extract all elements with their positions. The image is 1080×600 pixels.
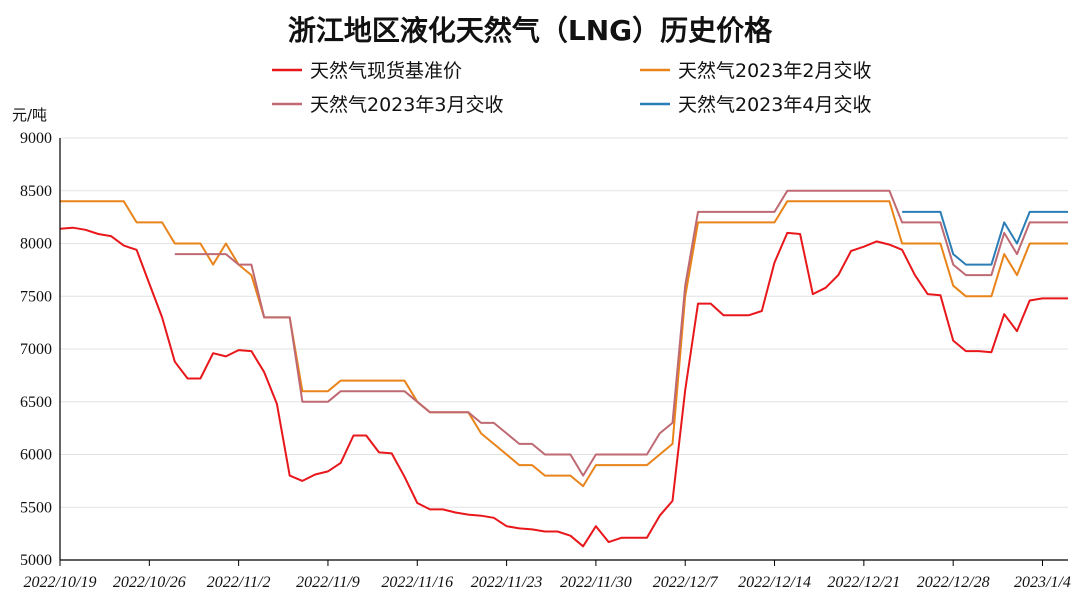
y-tick-label: 8500: [20, 183, 52, 200]
x-tick-label: 2022/11/30: [560, 574, 632, 591]
x-tick-label: 2022/12/14: [738, 574, 811, 591]
x-tick-label: 2022/11/2: [207, 574, 271, 591]
x-tick-label: 2022/12/21: [827, 574, 900, 591]
x-tick-label: 2022/12/7: [653, 574, 719, 591]
y-axis-ticks: 5000 5500 6000 6500 7000 7500 8000 8500 9000: [20, 130, 52, 569]
legend: 天然气现货基准价 天然气2023年2月交收 天然气2023年3月交收 天然气20…: [272, 60, 871, 116]
series-line-spot: [59, 226, 1068, 548]
y-tick-label: 6000: [20, 447, 52, 464]
legend-label-mar: 天然气2023年3月交收: [310, 94, 503, 116]
x-tick-label: 2022/10/26: [113, 574, 186, 591]
y-tick-label: 8000: [20, 236, 52, 253]
x-tick-label: 2022/10/19: [24, 574, 97, 591]
x-tick-label: 2022/11/9: [296, 574, 360, 591]
x-tick-label: 2022/11/16: [381, 574, 453, 591]
x-tick-label: 2023/1/4: [1014, 574, 1071, 591]
x-tick-label: 2022/12/28: [917, 574, 990, 591]
legend-label-spot: 天然气现货基准价: [310, 60, 462, 82]
legend-label-apr: 天然气2023年4月交收: [678, 94, 871, 116]
x-axis-ticks: 2022/10/19 2022/10/26 2022/11/2 2022/11/9 20…: [24, 560, 1071, 591]
y-tick-label: 5500: [20, 499, 52, 516]
y-tick-label: 7500: [20, 288, 52, 305]
y-tick-label: 5000: [20, 552, 52, 569]
grid-lines: [60, 137, 1068, 508]
x-tick-label: 2022/11/23: [471, 574, 543, 591]
y-axis-unit: 元/吨: [12, 106, 47, 124]
legend-label-feb: 天然气2023年2月交收: [678, 60, 871, 82]
y-tick-label: 6500: [20, 394, 52, 411]
series-line-feb: [60, 200, 1068, 488]
y-tick-label: 9000: [20, 130, 52, 147]
y-tick-label: 7000: [20, 341, 52, 358]
chart-title: 浙江地区液化天然气（LNG）历史价格: [288, 14, 773, 47]
series-lines: [59, 189, 1068, 548]
series-line-apr: [902, 210, 1068, 266]
series-line-mar: [174, 189, 1068, 477]
